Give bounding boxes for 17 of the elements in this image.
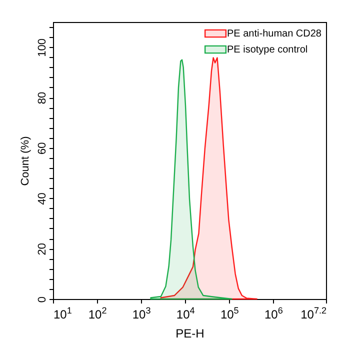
y-tick-label: 100 — [36, 38, 48, 57]
x-tick-label: 10$^{3}$ — [132, 306, 151, 322]
y-tick-label: 20 — [36, 243, 48, 256]
x-tick-label: 10$^{6}$ — [264, 306, 283, 322]
x-tick-label: 10$^{2}$ — [88, 306, 107, 322]
x-axis-title: PE-H — [176, 326, 204, 340]
x-tick-label: 10$^{4}$ — [176, 306, 195, 322]
y-tick-label: 40 — [36, 192, 48, 205]
y-axis-title: Count (%) — [20, 136, 32, 186]
y-tick-label: 60 — [36, 142, 48, 155]
x-tick-label: 10$^{1}$ — [54, 306, 72, 322]
y-tick-label: 0 — [36, 296, 48, 303]
legend-label: PE anti-human CD28 — [227, 28, 322, 40]
legend-label: PE isotype control — [227, 44, 308, 56]
y-tick-label: 80 — [36, 92, 48, 104]
x-tick-label: 10$^{7.2}$ — [300, 306, 326, 322]
x-tick-label: 10$^{5}$ — [220, 306, 239, 322]
